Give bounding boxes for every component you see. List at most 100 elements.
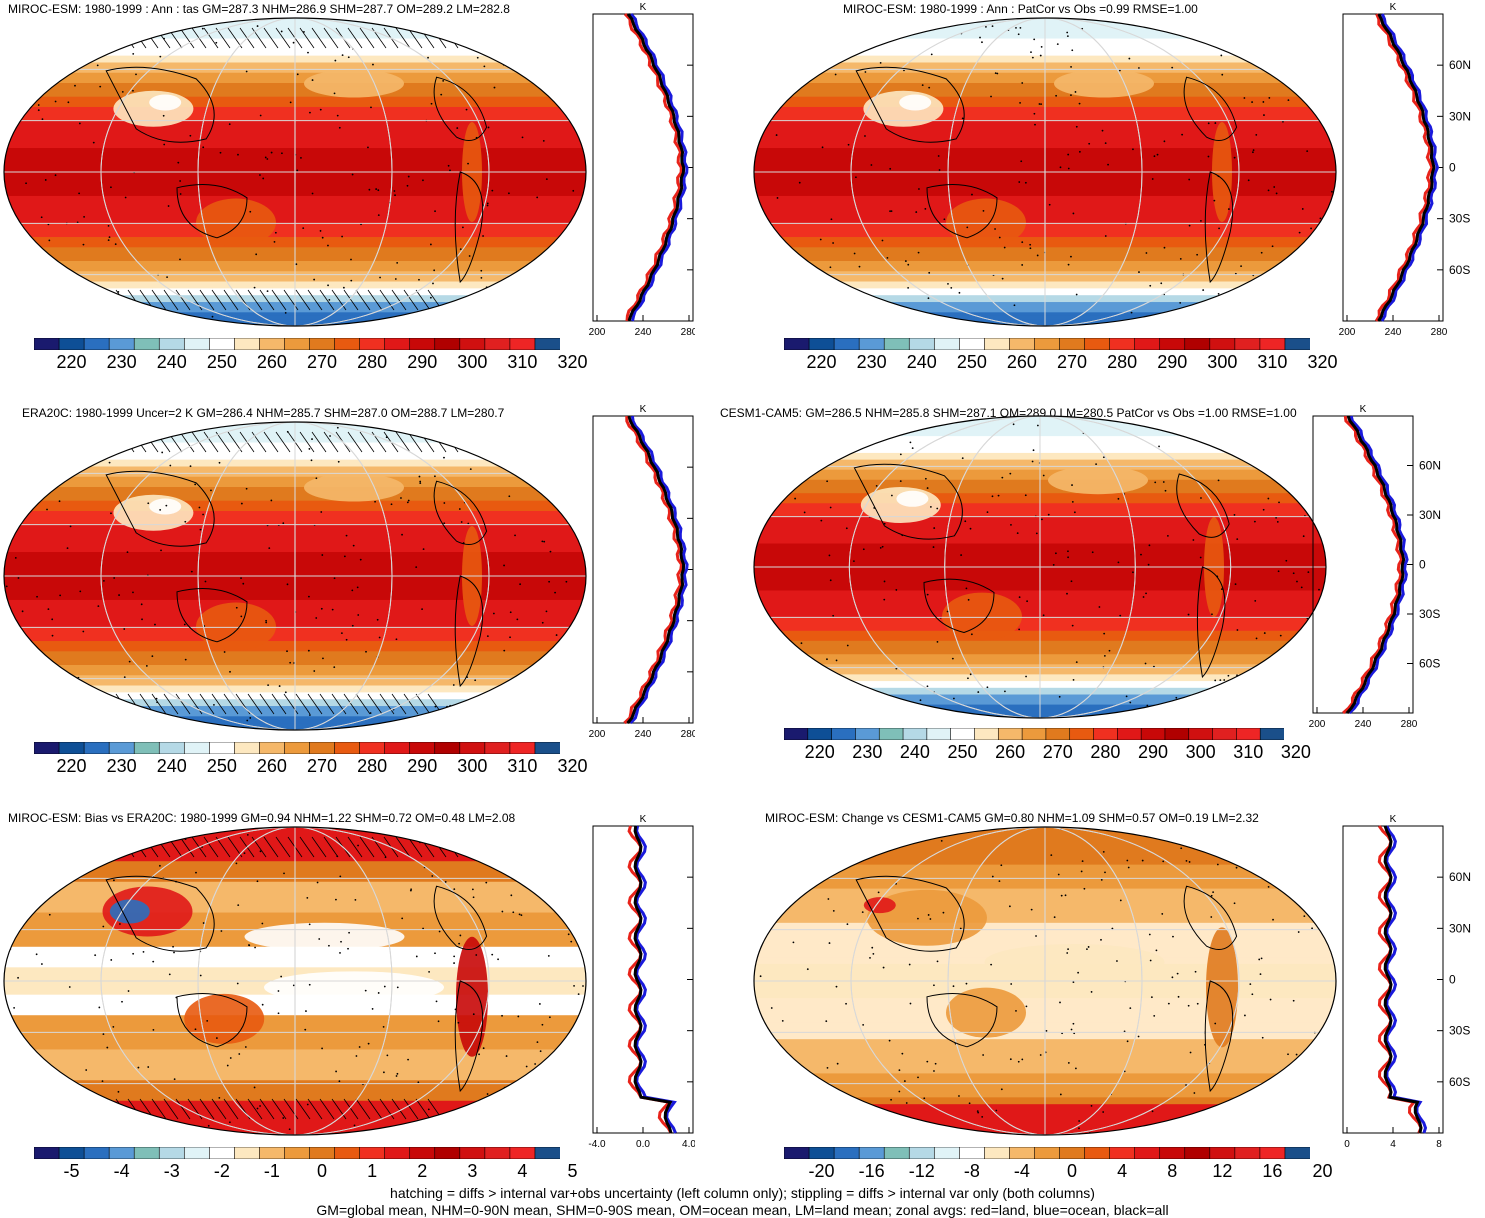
colorbar-swatch xyxy=(108,742,135,754)
stipple-dot xyxy=(1071,49,1074,52)
colorbar-tick-label: 20 xyxy=(1312,1161,1333,1181)
stipple-dot xyxy=(338,1080,341,1083)
stipple-dot xyxy=(457,1021,460,1024)
region-patch xyxy=(860,487,941,523)
stipple-dot xyxy=(497,958,499,961)
stipple-dot xyxy=(289,661,292,664)
stipple-dot xyxy=(1264,703,1266,706)
stipple-dot xyxy=(919,699,922,702)
stipple-dot xyxy=(1233,513,1236,516)
coastline xyxy=(853,463,963,540)
stipple-dot xyxy=(864,703,867,706)
stipple-dot xyxy=(1267,497,1270,500)
stipple-dot xyxy=(229,670,231,673)
stipple-dot xyxy=(761,1025,764,1028)
stipple-dot xyxy=(1188,224,1191,227)
stipple-dot xyxy=(832,909,835,912)
stipple-dot xyxy=(114,243,117,246)
stipple-dot xyxy=(872,952,875,955)
stipple-dot xyxy=(1031,460,1034,463)
colorbar-labels-5: -5 -4 -3 -2 -1 0 1 2 3 4 5 xyxy=(34,1161,578,1183)
stipple-dot xyxy=(1202,289,1205,291)
region-patch xyxy=(244,922,405,951)
stipple-dot xyxy=(952,985,955,988)
stipple-dot xyxy=(347,947,349,950)
stipple-dot xyxy=(1255,637,1258,640)
colorbar-swatch xyxy=(1259,1147,1286,1159)
hatch-line xyxy=(271,1098,287,1120)
stipple-dot xyxy=(933,984,935,987)
stipple-dot xyxy=(512,911,515,914)
stipple-dot xyxy=(514,1083,516,1086)
stipple-dot xyxy=(1233,721,1235,722)
stipple-dot xyxy=(986,511,989,514)
stipple-dot xyxy=(1314,80,1317,83)
map-border xyxy=(3,826,587,1136)
stipple-dot xyxy=(458,942,461,945)
stipple-dot xyxy=(478,1053,480,1056)
stipple-dot xyxy=(1213,199,1216,202)
stipple-dot xyxy=(417,1081,420,1084)
stipple-dot xyxy=(379,276,381,279)
stipple-dot xyxy=(357,614,360,616)
stipple-dot xyxy=(553,676,556,679)
region-patch xyxy=(184,993,265,1044)
stipple-dot xyxy=(546,842,549,845)
stipple-dot xyxy=(238,1053,241,1055)
region-patch xyxy=(946,987,1026,1038)
stipple-dot xyxy=(364,989,367,992)
region-patch xyxy=(456,936,488,1057)
stipple-dot xyxy=(1218,227,1220,230)
stipple-dot xyxy=(244,1046,247,1048)
stipple-dot xyxy=(60,854,63,857)
colorbar-tick-label: 290 xyxy=(407,756,438,776)
stipple-dot xyxy=(114,1121,117,1124)
hatch-line xyxy=(211,693,227,715)
stipple-dot xyxy=(142,950,145,953)
stipple-dot xyxy=(1078,1120,1081,1122)
stipple-dot xyxy=(761,522,763,525)
hatch-line xyxy=(163,1098,179,1120)
stipple-dot xyxy=(172,945,174,948)
stipple-dot xyxy=(1298,1095,1301,1098)
stipple-dot xyxy=(908,963,911,966)
stipple-dot xyxy=(830,706,833,709)
stipple-dot xyxy=(475,954,478,956)
hatch-line xyxy=(319,1098,335,1120)
stipple-dot xyxy=(184,658,187,661)
stipple-dot xyxy=(969,673,972,676)
colorbar-tick-label: 240 xyxy=(156,352,187,372)
stipple-dot xyxy=(578,24,581,27)
stipple-dot xyxy=(1116,960,1118,962)
coastline xyxy=(433,885,488,950)
stipple-dot xyxy=(882,966,885,969)
hatch-line xyxy=(403,289,419,311)
stipple-dot xyxy=(283,329,285,330)
stipple-dot xyxy=(4,516,7,519)
colorbar-swatch xyxy=(1059,338,1086,350)
stipple-dot xyxy=(942,318,945,321)
stipple-dot xyxy=(1018,628,1021,631)
colorbar-swatch xyxy=(808,1147,835,1159)
region-patch xyxy=(896,490,929,507)
stipple-dot xyxy=(830,430,832,433)
stipple-dot xyxy=(236,982,239,985)
stipple-dot xyxy=(582,985,584,987)
stipple-dot xyxy=(485,881,488,884)
stipple-dot xyxy=(754,422,757,424)
stipple-dot xyxy=(877,891,880,894)
stipple-dot xyxy=(483,846,486,848)
colorbar-tick-label: 250 xyxy=(206,352,237,372)
colorbar-swatch xyxy=(484,338,511,350)
stipple-dot xyxy=(564,1074,567,1077)
stipple-dot xyxy=(195,871,197,874)
stipple-dot xyxy=(306,1103,309,1106)
panel-title-4: CESM1-CAM5: GM=286.5 NHM=285.8 SHM=287.1… xyxy=(720,406,1297,420)
stipple-dot xyxy=(1329,1097,1332,1100)
stipple-dot xyxy=(132,591,134,594)
stipple-dot xyxy=(508,495,511,498)
hatch-line xyxy=(223,289,239,311)
stipple-dot xyxy=(501,1014,503,1017)
colorbar-swatch xyxy=(1084,1147,1111,1159)
stipple-dot xyxy=(467,422,470,425)
